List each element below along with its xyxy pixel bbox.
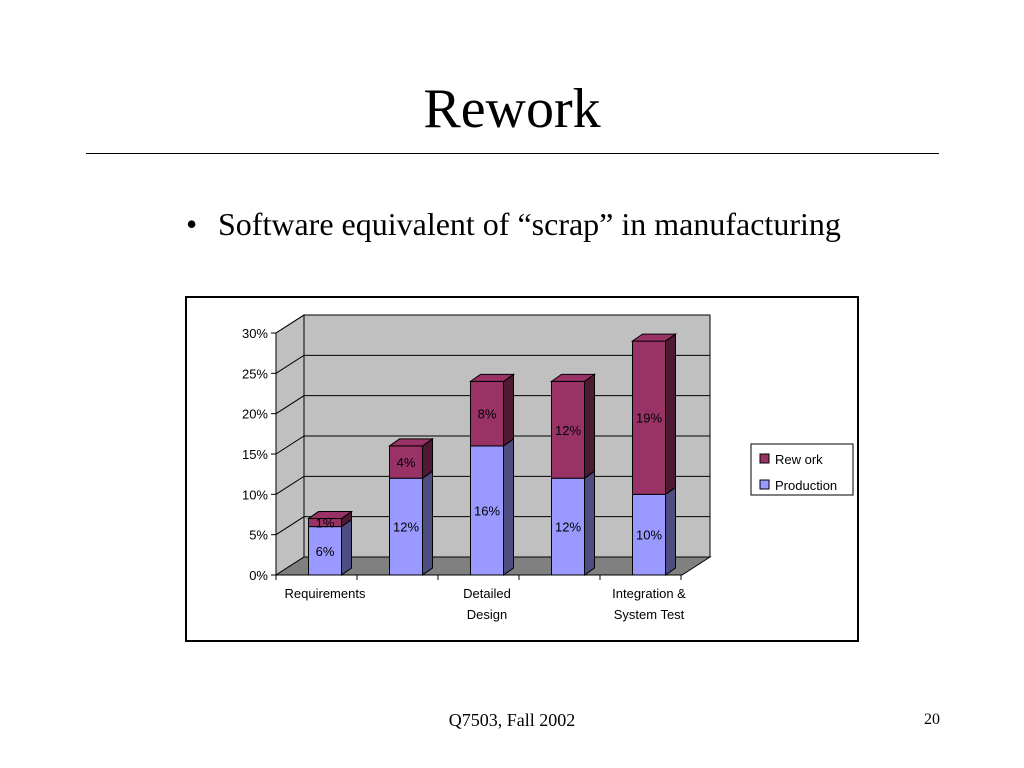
bar-production-front [308, 526, 342, 576]
chart-y-tick-label: 20% [242, 407, 268, 422]
chart-x-category-label: System Test [614, 607, 685, 622]
chart-y-tick-label: 5% [249, 528, 268, 543]
bar-rework-side [665, 333, 676, 496]
legend-swatch [759, 453, 770, 464]
bar-rework-label: 12% [555, 423, 581, 438]
chart-x-category-label: Requirements [285, 586, 366, 601]
title-divider [86, 153, 939, 154]
chart-y-tick-label: 0% [249, 568, 268, 583]
chart-x-category-label: Detailed [463, 586, 511, 601]
bar-rework-top [630, 333, 678, 342]
bar-production-label: 6% [316, 544, 335, 559]
bar-production-side [584, 470, 595, 576]
footer-text: Q7503, Fall 2002 [448, 710, 576, 730]
bar-rework-label: 4% [397, 455, 416, 470]
bar-rework-top [549, 373, 597, 382]
chart-y-tick-label: 30% [242, 326, 268, 341]
bar-rework-label: 1% [316, 516, 335, 531]
bullet-dot-icon: • [186, 206, 198, 242]
legend-label: Rew ork [775, 452, 823, 467]
chart-y-tick-label: 25% [242, 366, 268, 381]
chart-y-tick-label: 15% [242, 447, 268, 462]
bar-rework-front [470, 380, 504, 447]
bar-rework-side [584, 373, 595, 480]
bar-rework-top [306, 511, 354, 520]
rework-chart: 0% 5% 10% 15% 20% 25% 30% 6% 1% 12% 4% 16% 8% 12% 12% 1… [242, 314, 854, 622]
bullet-text: Software equivalent of “scrap” in manufa… [218, 206, 841, 242]
slide-title: Rework [423, 78, 601, 140]
bar-rework-front [551, 380, 585, 479]
bar-production-side [341, 518, 352, 576]
chart-x-category-label: Design [467, 607, 507, 622]
bar-production-side [665, 486, 676, 576]
bar-production-front [551, 477, 585, 576]
bar-rework-label: 19% [636, 411, 662, 426]
bar-rework-top [387, 438, 435, 447]
chart-gridline [275, 354, 710, 374]
chart-x-category-label: Integration & [612, 586, 686, 601]
bar-production-label: 16% [474, 503, 500, 518]
bar-production-side [422, 470, 433, 576]
bullet-point: • Software equivalent of “scrap” in manuf… [186, 204, 841, 244]
bar-production-label: 12% [393, 520, 419, 535]
chart-y-tick-label: 10% [242, 487, 268, 502]
legend-label: Production [775, 478, 837, 493]
bar-production-label: 12% [555, 520, 581, 535]
bar-production-side [503, 437, 514, 576]
bar-rework-side [503, 373, 514, 447]
bar-production-front [470, 445, 504, 576]
chart-gridline [275, 314, 710, 334]
bar-rework-top [468, 373, 516, 382]
page-number: 20 [924, 711, 940, 728]
bar-production-label: 10% [636, 528, 662, 543]
bar-rework-label: 8% [478, 407, 497, 422]
legend-swatch [759, 479, 770, 490]
